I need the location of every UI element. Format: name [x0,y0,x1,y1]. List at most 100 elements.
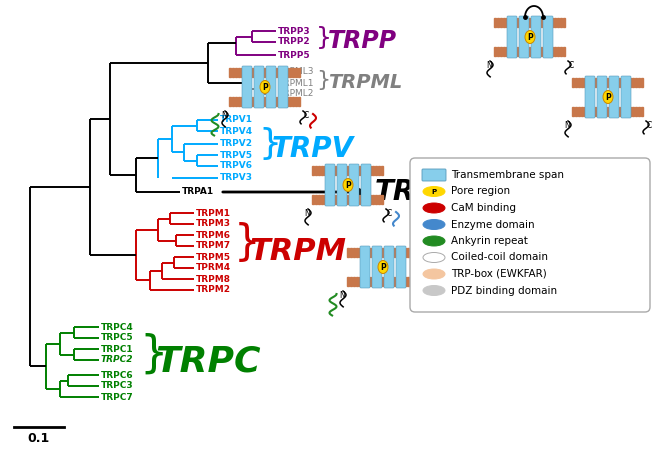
Bar [401,248,403,257]
Bar [404,248,406,257]
Bar [347,248,349,257]
Bar [569,255,571,264]
Bar [289,68,291,77]
Bar [351,166,353,175]
Bar [566,255,568,264]
Bar [593,226,595,235]
Text: P: P [569,241,575,249]
Bar [599,107,601,116]
Bar [359,277,361,286]
Bar [347,277,349,286]
Bar [274,97,276,106]
Bar [551,18,553,27]
Bar [563,18,565,27]
Bar [533,47,535,56]
Bar [312,166,314,175]
Ellipse shape [423,187,445,197]
Bar [354,195,356,204]
Bar [497,47,499,56]
Bar [620,107,622,116]
Bar [551,255,553,264]
Ellipse shape [423,269,445,279]
Bar [551,47,553,56]
Bar [259,68,261,77]
Bar [602,226,604,235]
FancyBboxPatch shape [561,224,571,266]
Bar [539,47,541,56]
Bar [413,277,415,286]
Bar [312,195,314,204]
FancyBboxPatch shape [585,76,595,118]
Bar [395,277,397,286]
Bar [512,47,514,56]
Bar [587,78,589,87]
Bar [572,255,574,264]
Bar [623,107,625,116]
Text: TRPM5: TRPM5 [196,253,231,262]
FancyBboxPatch shape [410,158,650,312]
Text: TRPA1: TRPA1 [182,187,214,197]
Bar [253,97,255,106]
Bar [617,107,619,116]
Bar [554,47,556,56]
Text: P: P [380,263,386,272]
FancyBboxPatch shape [349,164,359,206]
Bar [641,78,644,87]
Bar [515,18,517,27]
Bar [557,47,559,56]
Bar [416,277,418,286]
Bar [587,107,589,116]
Bar [563,226,565,235]
Bar [363,195,365,204]
Bar [593,78,595,87]
Bar [599,255,601,264]
Bar [617,78,619,87]
Bar [530,47,532,56]
Text: P: P [605,92,611,101]
Bar [614,107,616,116]
Bar [626,78,628,87]
Bar [315,195,317,204]
Bar [259,97,261,106]
Bar [366,166,368,175]
Bar [404,277,406,286]
Text: PDZ binding domain: PDZ binding domain [451,285,557,295]
Bar [315,166,317,175]
FancyBboxPatch shape [585,224,595,266]
Text: }: } [258,127,281,161]
Bar [605,255,607,264]
Bar [596,226,598,235]
FancyBboxPatch shape [337,164,347,206]
Bar [518,18,520,27]
Bar [533,18,535,27]
Bar [286,97,288,106]
Text: N: N [564,121,570,130]
Bar [524,18,526,27]
Bar [330,195,332,204]
Bar [238,68,240,77]
Bar [232,97,234,106]
Bar [590,255,592,264]
Bar [545,226,547,235]
Bar [362,277,364,286]
Bar [298,68,300,77]
Bar [539,18,541,27]
Bar [377,277,379,286]
Text: TPRM4: TPRM4 [196,263,231,273]
Text: TRP-box (EWKFAR): TRP-box (EWKFAR) [451,269,546,279]
Text: C: C [569,61,574,70]
Text: TRPM6: TRPM6 [196,231,231,239]
Bar [542,255,544,264]
Bar [277,97,279,106]
Text: TRPC2: TRPC2 [101,355,133,364]
Bar [557,18,559,27]
Text: TRPC: TRPC [155,345,261,379]
Text: TRPP2: TRPP2 [278,37,311,46]
Bar [545,255,547,264]
Text: Ankyrin repeat: Ankyrin repeat [451,236,528,246]
Text: 0.1: 0.1 [28,432,50,445]
Text: N: N [304,209,310,218]
Ellipse shape [603,91,613,103]
Text: TRPM7: TRPM7 [196,242,231,251]
Bar [545,47,547,56]
